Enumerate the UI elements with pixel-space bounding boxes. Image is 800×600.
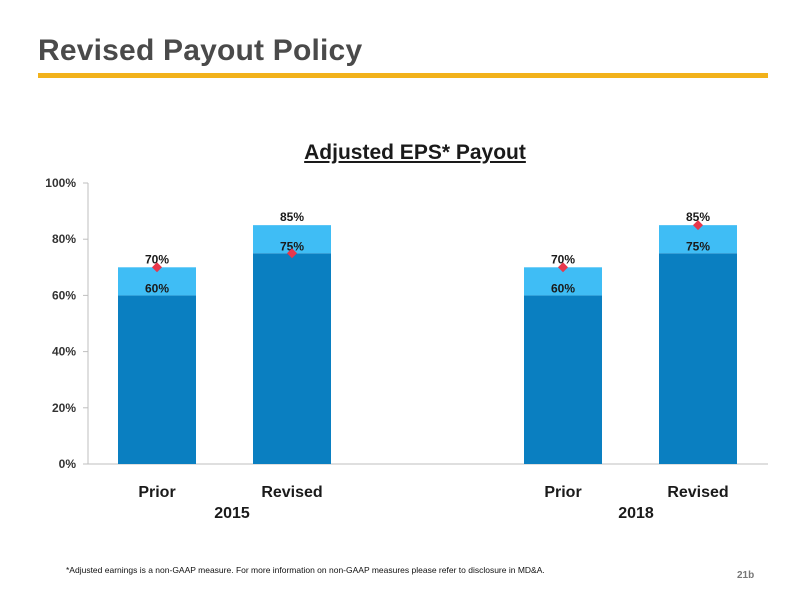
marker-diamond (287, 248, 297, 259)
y-tick-label: 40% (52, 345, 76, 359)
y-tick-label: 100% (45, 176, 76, 190)
bar-total-label: 85% (280, 210, 304, 224)
title-rule (38, 73, 768, 78)
bar-segment-base (659, 253, 737, 464)
bar-segment-base (118, 295, 196, 464)
category-label: Prior (544, 484, 581, 501)
footnote: *Adjusted earnings is a non-GAAP measure… (66, 565, 545, 575)
category-label: Revised (667, 484, 728, 501)
marker-diamond (693, 220, 703, 231)
y-tick-label: 60% (52, 288, 76, 302)
slide-number: 21b (737, 570, 755, 581)
page-title: Revised Payout Policy (38, 34, 363, 67)
marker-diamond (558, 262, 568, 273)
y-tick-label: 80% (52, 232, 76, 246)
chart-title: Adjusted EPS* Payout (304, 141, 526, 164)
bar-total-label: 70% (551, 252, 575, 266)
bar-segment-base (524, 295, 602, 464)
bar-base-label: 75% (280, 239, 304, 253)
category-label: Revised (261, 484, 322, 501)
y-tick-label: 0% (59, 457, 77, 471)
category-label: Prior (138, 484, 175, 501)
bar-total-label: 70% (145, 252, 169, 266)
bar-base-label: 60% (551, 281, 575, 295)
bar-segment-base (253, 253, 331, 464)
bar-base-label: 60% (145, 281, 169, 295)
bar-base-label: 75% (686, 239, 710, 253)
y-tick-label: 20% (52, 401, 76, 415)
marker-diamond (152, 262, 162, 273)
group-label: 2018 (618, 505, 654, 522)
bar-total-label: 85% (686, 210, 710, 224)
group-label: 2015 (214, 505, 250, 522)
